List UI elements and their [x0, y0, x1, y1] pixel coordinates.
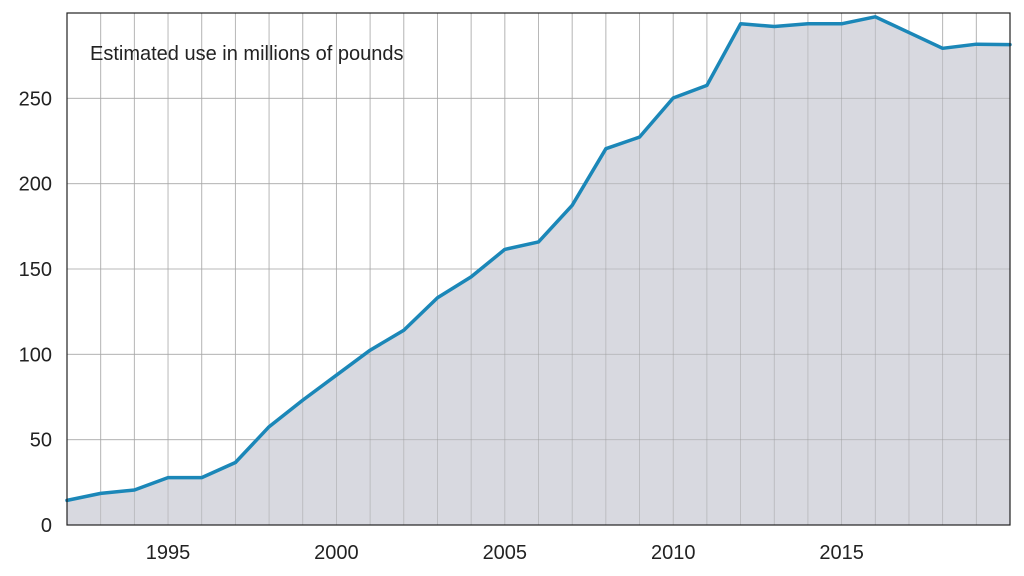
y-tick-label: 0: [41, 515, 52, 537]
y-axis-labels: 0 50 100 150 200 250: [19, 88, 52, 537]
y-tick-label: 200: [19, 174, 52, 196]
x-tick-label: 2000: [314, 542, 359, 564]
y-tick-label: 50: [30, 430, 52, 452]
y-tick-label: 250: [19, 88, 52, 110]
x-tick-label: 2015: [819, 542, 864, 564]
x-tick-label: 2010: [651, 542, 696, 564]
plot-frame: [66, 12, 1011, 526]
series-line: [65, 15, 1012, 503]
x-axis-labels: 1995 2000 2005 2010 2015: [146, 542, 864, 564]
y-tick-label: 150: [19, 259, 52, 281]
y-tick-label: 100: [19, 344, 52, 366]
x-tick-label: 2005: [483, 542, 528, 564]
chart-title: Estimated use in millions of pounds: [90, 43, 404, 65]
x-tick-label: 1995: [146, 542, 191, 564]
grid-overlay: [67, 13, 1010, 525]
